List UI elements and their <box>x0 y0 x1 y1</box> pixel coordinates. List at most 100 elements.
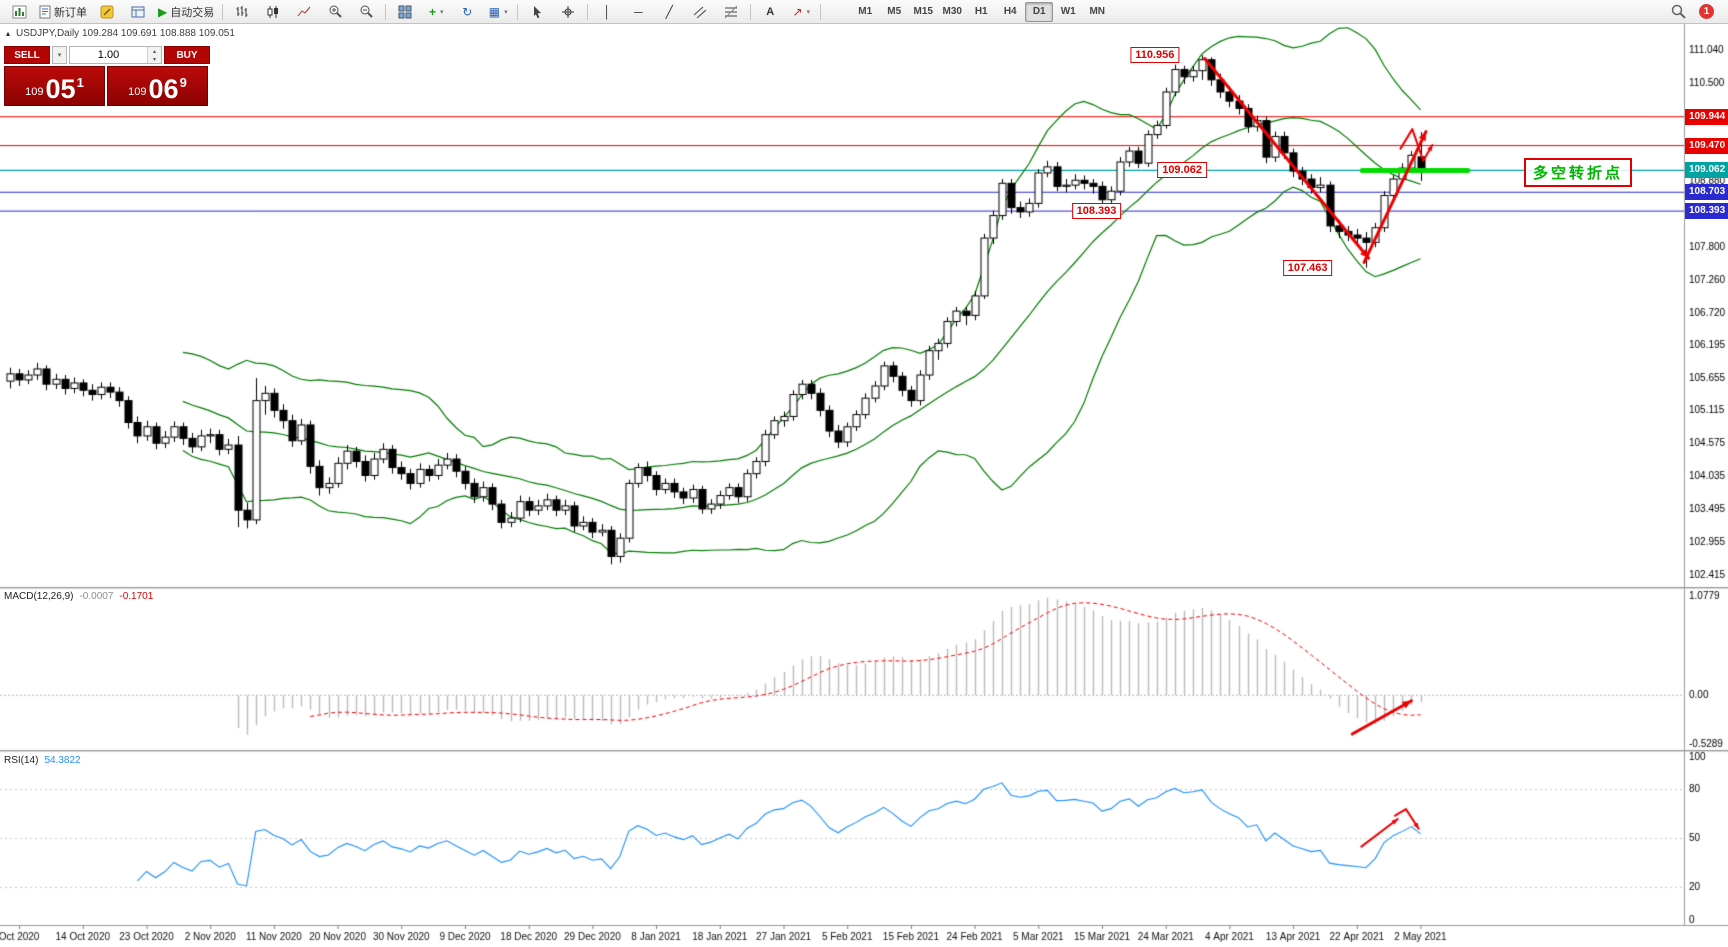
zoom-in-icon <box>329 5 342 18</box>
metaeditor-icon <box>100 5 114 18</box>
volume-input[interactable] <box>70 47 147 63</box>
timeframe-m5-button[interactable]: M5 <box>887 6 902 17</box>
text-tool-icon: A <box>766 5 775 18</box>
arrow-tool-icon: ↗ <box>792 4 803 19</box>
sell-price-main: 05 <box>45 74 76 104</box>
arrows-tool-button[interactable]: ↗ ▾ <box>786 1 816 23</box>
timeframe-h4-button[interactable]: H4 <box>1003 6 1017 17</box>
new-chart-icon <box>12 5 26 18</box>
turning-point-label[interactable]: 多空转折点 <box>1524 158 1633 187</box>
price-scale-badge: 109.062 <box>1685 162 1728 179</box>
buy-button[interactable]: BUY <box>164 46 210 64</box>
horizontal-line-icon: ─ <box>633 4 643 19</box>
toolbar-separator <box>517 3 519 20</box>
crosshair-tool-button[interactable] <box>553 1 583 23</box>
spinner-down-icon[interactable]: ▾ <box>148 55 161 63</box>
candlestick-chart-button[interactable] <box>258 1 288 23</box>
notification-badge[interactable]: 1 <box>1699 4 1714 19</box>
sell-price-pip: 1 <box>76 75 84 90</box>
toolbar-separator <box>587 3 589 20</box>
vertical-line-icon: │ <box>603 4 611 19</box>
cycle-icon: ↻ <box>462 4 473 19</box>
tile-windows-button[interactable] <box>390 1 420 23</box>
toolbar-separator <box>385 3 387 20</box>
templates-icon: ▦ <box>488 4 501 19</box>
zoom-out-icon <box>360 5 373 18</box>
chevron-down-icon: ▾ <box>504 8 508 16</box>
autotrading-button[interactable]: ▶ 自动交易 <box>154 1 218 23</box>
add-indicator-icon: + <box>428 4 436 19</box>
trendline-icon: ╱ <box>665 4 673 19</box>
price-scale-badge: 108.393 <box>1685 203 1728 220</box>
horizontal-line-tool-button[interactable]: ─ <box>623 1 653 23</box>
buy-price-pip: 9 <box>179 75 187 90</box>
buy-price-button[interactable]: 109 06 9 <box>107 66 208 106</box>
autotrading-play-icon: ▶ <box>158 4 168 19</box>
spinner-up-icon[interactable]: ▴ <box>148 47 161 55</box>
fibonacci-tool-button[interactable] <box>716 1 746 23</box>
candlestick-chart-icon <box>267 5 279 18</box>
channel-tool-button[interactable] <box>685 1 715 23</box>
buy-price-prefix: 109 <box>128 86 147 98</box>
toolbar: 新订单 ▶ 自动交易 + <box>0 0 1728 24</box>
timeframe-h1-button[interactable]: H1 <box>974 6 988 17</box>
chart-marker-icon: ▴ <box>6 29 11 38</box>
cursor-tool-button[interactable] <box>522 1 552 23</box>
toolbar-separator <box>750 3 752 20</box>
cycle-button[interactable]: ↻ <box>452 1 482 23</box>
new-order-button[interactable]: 新订单 <box>35 1 91 23</box>
macd-main-value: -0.0007 <box>79 591 114 602</box>
terminal-button[interactable] <box>123 1 153 23</box>
new-chart-button[interactable] <box>4 1 34 23</box>
sell-button[interactable]: SELL <box>4 46 50 64</box>
rsi-label: RSI(14) 54.3822 <box>4 755 81 766</box>
symbol-ohlc-header: ▴ USDJPY,Daily 109.284 109.691 108.888 1… <box>6 28 235 39</box>
bar-chart-button[interactable] <box>227 1 257 23</box>
price-annotation-low[interactable]: 107.463 <box>1282 259 1333 276</box>
one-click-trading-panel: SELL ▾ ▴▾ BUY 109 05 1 109 06 9 <box>4 46 210 106</box>
timeframe-m30-button[interactable]: M30 <box>942 6 962 17</box>
terminal-icon <box>131 6 145 17</box>
search-button[interactable] <box>1663 1 1693 23</box>
vertical-line-tool-button[interactable]: │ <box>592 1 622 23</box>
price-scale-badge: 109.470 <box>1685 137 1728 154</box>
search-icon <box>1671 4 1686 19</box>
price-annotation-high[interactable]: 110.956 <box>1130 47 1180 64</box>
templates-button[interactable]: ▦ ▾ <box>483 1 513 23</box>
metaeditor-button[interactable] <box>92 1 122 23</box>
timeframe-mn-button[interactable]: MN <box>1089 6 1106 17</box>
autotrading-label: 自动交易 <box>170 6 215 19</box>
add-indicator-button[interactable]: + ▾ <box>421 1 451 23</box>
price-scale-badge: 108.703 <box>1685 184 1728 201</box>
zoom-out-button[interactable] <box>351 1 381 23</box>
one-click-dropdown[interactable]: ▾ <box>52 46 67 64</box>
buy-price-main: 06 <box>148 74 179 104</box>
macd-name: MACD(12,26,9) <box>4 591 74 602</box>
timeframe-d1-button[interactable]: D1 <box>1025 1 1054 22</box>
symbol-ohlc-text: USDJPY,Daily 109.284 109.691 108.888 109… <box>16 28 235 39</box>
timeframe-m15-button[interactable]: M15 <box>913 6 933 17</box>
toolbar-separator <box>222 3 224 20</box>
sell-price-button[interactable]: 109 05 1 <box>4 66 105 106</box>
price-annotation-pivot[interactable]: 109.062 <box>1157 162 1207 179</box>
rsi-value: 54.3822 <box>44 755 81 766</box>
line-chart-icon <box>297 6 311 16</box>
bar-chart-icon <box>236 5 248 17</box>
price-annotation-support[interactable]: 108.393 <box>1071 203 1122 220</box>
timeframe-m1-button[interactable]: M1 <box>858 6 873 17</box>
crosshair-icon <box>562 5 575 18</box>
chevron-down-icon: ▾ <box>439 8 444 16</box>
zoom-in-button[interactable] <box>320 1 350 23</box>
volume-spinner[interactable]: ▴ ▾ <box>147 47 161 63</box>
fibonacci-icon <box>724 5 738 18</box>
macd-label: MACD(12,26,9) -0.0007 -0.1701 <box>4 591 153 602</box>
timeframe-w1-button[interactable]: W1 <box>1060 6 1076 17</box>
text-tool-button[interactable]: A <box>755 1 785 23</box>
toolbar-separator <box>820 3 822 20</box>
trendline-tool-button[interactable]: ╱ <box>654 1 684 23</box>
chevron-down-icon: ▾ <box>806 8 811 16</box>
tile-windows-icon <box>398 5 412 18</box>
line-chart-button[interactable] <box>289 1 319 23</box>
